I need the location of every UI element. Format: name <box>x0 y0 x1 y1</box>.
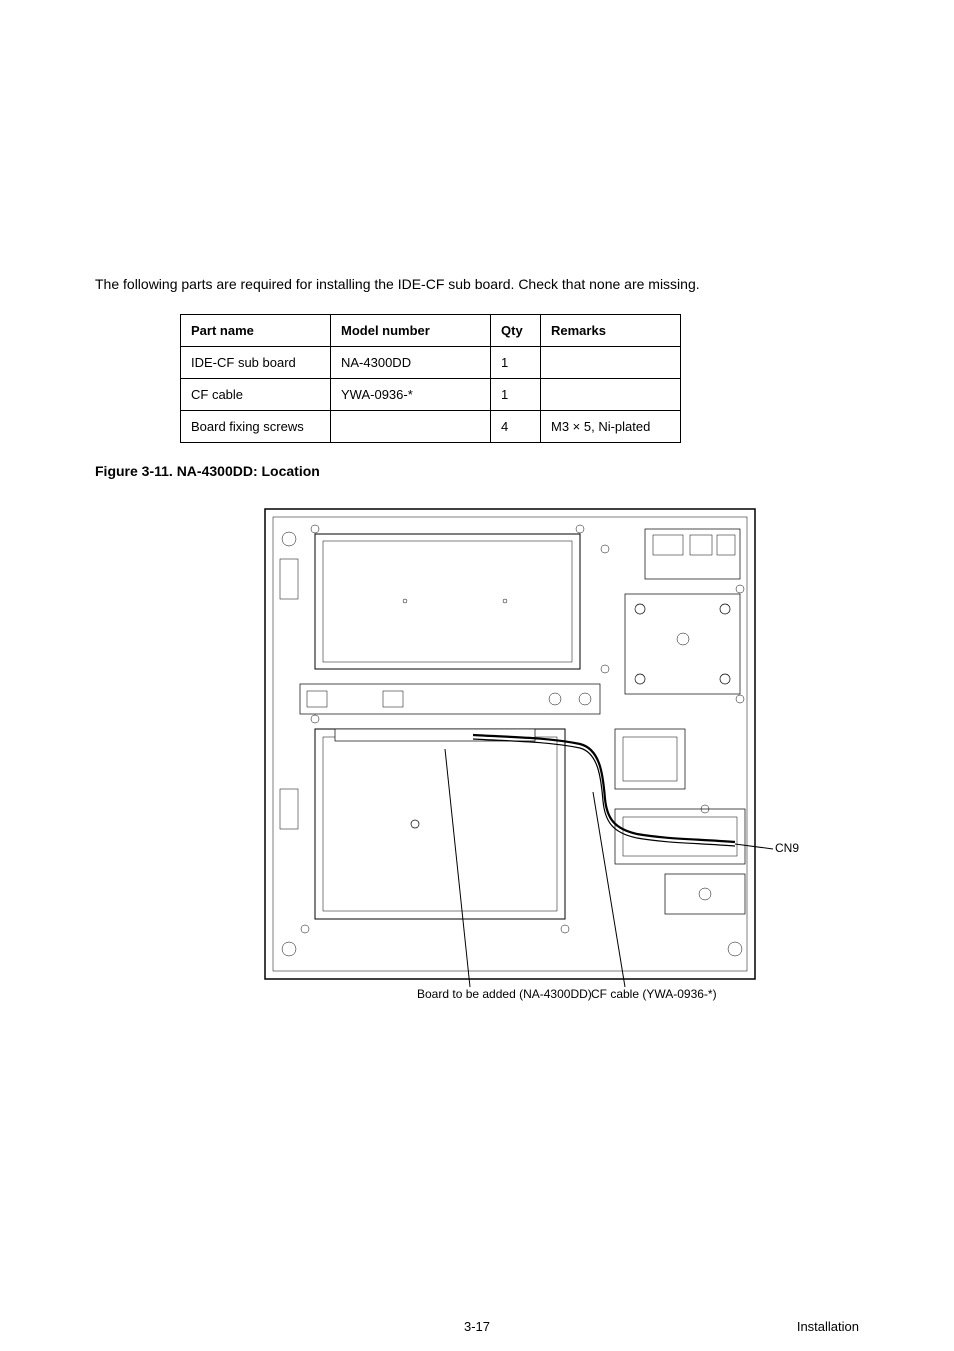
table-header-row: Part name Model number Qty Remarks <box>181 315 681 347</box>
callout-cable: CF cable (YWA-0936-*) <box>591 987 717 1001</box>
top-whitespace <box>95 60 859 260</box>
callout-board: Board to be added (NA-4300DD) <box>417 987 592 1001</box>
td: 1 <box>491 347 541 379</box>
td: 1 <box>491 379 541 411</box>
th-model-number: Model number <box>331 315 491 347</box>
td: IDE-CF sub board <box>181 347 331 379</box>
table-row: CF cable YWA-0936-* 1 <box>181 379 681 411</box>
td: Board fixing screws <box>181 411 331 443</box>
parts-table: Part name Model number Qty Remarks IDE-C… <box>180 314 681 443</box>
td <box>541 379 681 411</box>
figure-caption: Figure 3-11. NA-4300DD: Location <box>95 463 859 479</box>
td: 4 <box>491 411 541 443</box>
parts-table-wrap: Part name Model number Qty Remarks IDE-C… <box>180 314 859 443</box>
td: M3 × 5, Ni-plated <box>541 411 681 443</box>
th-remarks: Remarks <box>541 315 681 347</box>
td: NA-4300DD <box>331 347 491 379</box>
td: YWA-0936-* <box>331 379 491 411</box>
table-row: IDE-CF sub board NA-4300DD 1 <box>181 347 681 379</box>
figure-box: CN9 Board to be added (NA-4300DD) CF cab… <box>245 489 805 1009</box>
callout-cn9: CN9 <box>775 841 799 855</box>
th-part-name: Part name <box>181 315 331 347</box>
page: The following parts are required for ins… <box>0 0 954 1351</box>
th-qty: Qty <box>491 315 541 347</box>
table-row: Board fixing screws 4 M3 × 5, Ni-plated <box>181 411 681 443</box>
td: CF cable <box>181 379 331 411</box>
td <box>541 347 681 379</box>
section-title: Installation <box>797 1319 859 1334</box>
diagram-svg <box>245 489 805 1009</box>
intro-paragraph: The following parts are required for ins… <box>95 274 859 294</box>
td <box>331 411 491 443</box>
page-number: 3-17 <box>464 1319 490 1334</box>
